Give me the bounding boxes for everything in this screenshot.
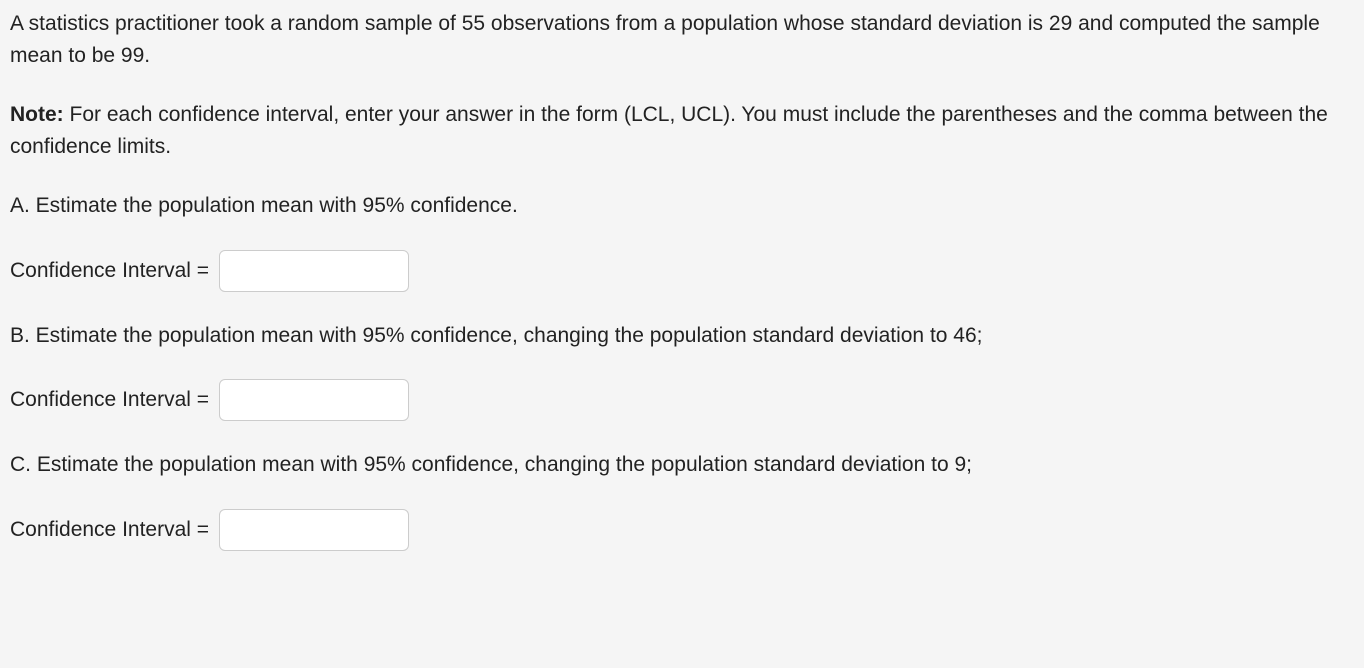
note-paragraph: Note: For each confidence interval, ente… (10, 99, 1354, 162)
part-b-answer-row: Confidence Interval = (10, 379, 1354, 421)
note-label: Note: (10, 103, 64, 126)
part-c-input[interactable] (219, 509, 409, 551)
part-c-label: Confidence Interval = (10, 514, 209, 546)
part-a-input[interactable] (219, 250, 409, 292)
part-c-answer-row: Confidence Interval = (10, 509, 1354, 551)
part-a-answer-row: Confidence Interval = (10, 250, 1354, 292)
part-a-label: Confidence Interval = (10, 255, 209, 287)
part-b-prompt: B. Estimate the population mean with 95%… (10, 320, 1354, 352)
intro-paragraph: A statistics practitioner took a random … (10, 8, 1354, 71)
part-c-prompt: C. Estimate the population mean with 95%… (10, 449, 1354, 481)
note-text: For each confidence interval, enter your… (10, 103, 1328, 158)
part-a-prompt: A. Estimate the population mean with 95%… (10, 190, 1354, 222)
part-b-input[interactable] (219, 379, 409, 421)
part-b-label: Confidence Interval = (10, 384, 209, 416)
